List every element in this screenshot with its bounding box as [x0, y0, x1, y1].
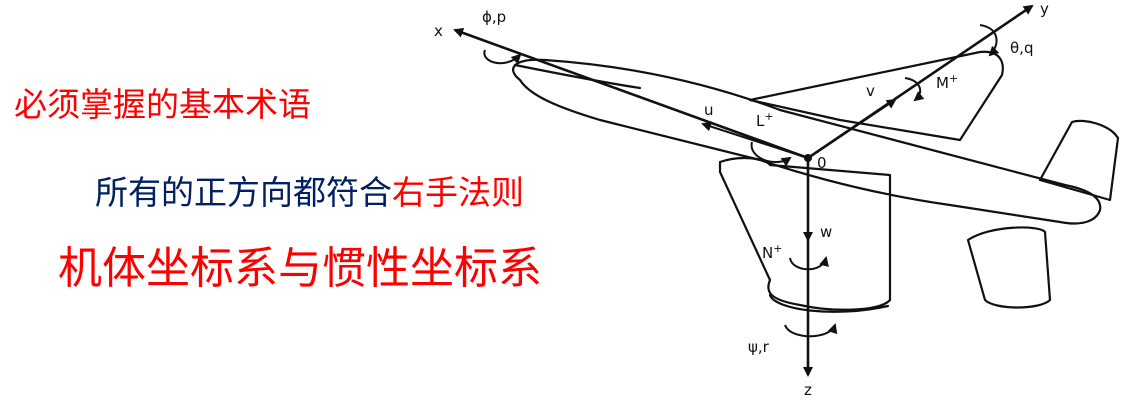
y-axis-label: y — [1040, 0, 1049, 18]
M-moment-arc — [904, 77, 925, 102]
rotation-arrows — [483, 24, 1000, 338]
far-wing — [748, 50, 1004, 142]
yaw-arc — [784, 323, 838, 338]
x-axis-label: x — [434, 22, 443, 40]
v-label: v — [866, 82, 875, 100]
L-moment-arc — [750, 141, 792, 167]
terminology-heading: 必须掌握的基本术语 — [14, 85, 311, 124]
L-moment-label: L+ — [756, 110, 774, 130]
horizontal-stabilizer — [966, 226, 1052, 309]
body-axes — [453, 4, 1034, 377]
right-hand-rule-highlight: 右手法则 — [392, 173, 524, 212]
pitch-label: θ,q — [1010, 39, 1033, 57]
M-moment-label: M+ — [936, 72, 958, 92]
roll-label: ϕ,p — [482, 8, 506, 26]
yaw-label: ψ,r — [748, 338, 770, 356]
N-moment-label: N+ — [762, 242, 782, 262]
origin-dot — [804, 154, 812, 162]
origin-label: 0 — [817, 154, 827, 172]
x-axis — [453, 28, 809, 160]
w-label: w — [820, 223, 832, 241]
roll-arc — [483, 49, 522, 65]
aircraft-outline — [512, 50, 1120, 313]
u-label: u — [704, 101, 714, 119]
z-axis-label: z — [804, 381, 812, 399]
right-hand-rule-prefix: 所有的正方向都符合 — [95, 173, 392, 212]
coordinate-frames-line: 机体坐标系与惯性坐标系 — [58, 243, 542, 294]
near-wing-tip — [768, 293, 890, 313]
near-wing — [718, 156, 892, 311]
N-moment-arc — [789, 256, 829, 271]
u-vector — [701, 121, 809, 159]
vertical-tail — [1038, 119, 1120, 202]
v-vector — [807, 98, 897, 159]
right-hand-rule-line: 所有的正方向都符合右手法则 — [95, 166, 524, 214]
fuselage-upper-line — [513, 63, 642, 90]
pitch-arc — [979, 24, 1000, 57]
